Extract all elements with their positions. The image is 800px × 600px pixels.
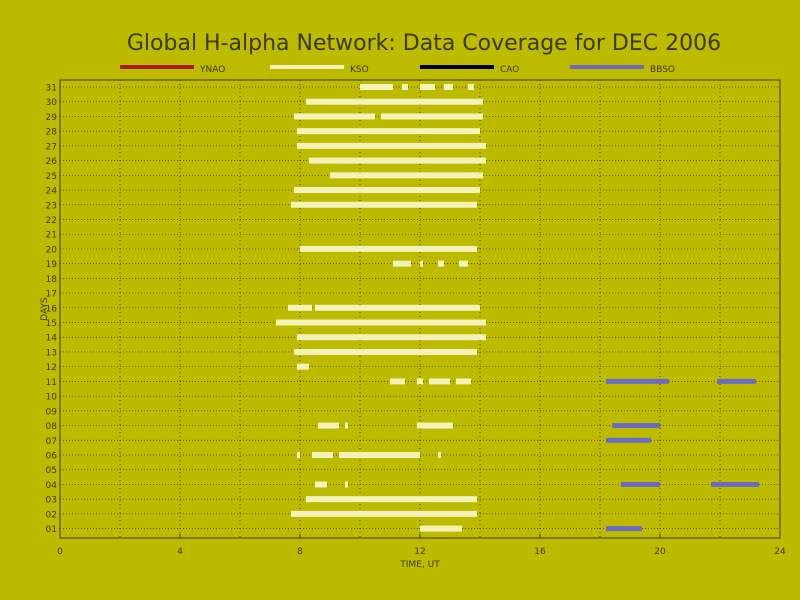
coverage-bar	[444, 84, 453, 90]
coverage-bar	[297, 452, 300, 458]
chart-title: Global H-alpha Network: Data Coverage fo…	[127, 31, 721, 56]
coverage-bar	[456, 378, 471, 385]
y-tick-label: 07	[46, 437, 57, 447]
x-tick-label: 0	[57, 547, 63, 557]
y-tick-label: 26	[46, 157, 58, 167]
grid	[60, 80, 780, 538]
legend-label: KSO	[350, 65, 369, 75]
y-tick-label: 05	[46, 466, 57, 476]
x-tick-label: 20	[654, 547, 666, 557]
y-tick-label: 13	[46, 348, 57, 358]
y-tick-label: 25	[46, 172, 57, 182]
y-tick-label: 28	[46, 128, 58, 138]
coverage-bar	[345, 422, 348, 429]
y-tick-label: 09	[46, 407, 58, 417]
coverage-bar	[297, 334, 486, 341]
y-tick-label: 11	[46, 378, 57, 388]
coverage-bar	[606, 437, 651, 443]
coverage-bar	[717, 378, 756, 384]
legend-label: BBSO	[650, 65, 675, 75]
y-tick-label: 27	[46, 142, 57, 152]
coverage-bar	[312, 452, 333, 458]
coverage-bar	[291, 510, 477, 517]
coverage-bar	[417, 378, 423, 385]
coverage-bar	[276, 319, 486, 326]
y-tick-label: 08	[46, 422, 58, 432]
coverage-bar	[291, 201, 477, 208]
y-tick-label: 31	[46, 84, 57, 94]
coverage-bar	[294, 187, 480, 194]
y-axis-label: DAYS	[40, 297, 50, 321]
coverage-bar	[318, 422, 339, 429]
y-tick-label: 24	[46, 187, 58, 197]
coverage-bar	[345, 481, 348, 488]
y-tick-label: 15	[46, 319, 57, 329]
coverage-bar	[438, 452, 441, 458]
coverage-bar	[429, 378, 450, 385]
coverage-bar	[339, 452, 420, 458]
coverage-bar	[711, 481, 759, 487]
y-tick-label: 22	[46, 216, 57, 226]
coverage-bar	[309, 157, 486, 164]
x-axis-label: TIME, UT	[399, 560, 440, 570]
coverage-bar	[606, 526, 642, 532]
y-tick-label: 20	[46, 245, 58, 255]
coverage-bar	[438, 260, 444, 267]
y-tick-label: 30	[46, 98, 58, 108]
y-tick-label: 23	[46, 201, 57, 211]
coverage-bar	[393, 260, 411, 267]
coverage-bar	[612, 423, 660, 429]
y-tick-label: 01	[46, 525, 57, 535]
coverage-bar	[468, 84, 474, 90]
x-tick-label: 8	[297, 547, 303, 557]
coverage-bar	[300, 245, 477, 252]
x-tick-labels: 0 4 8 12 16 20 24	[57, 534, 786, 557]
x-tick-label: 16	[534, 547, 546, 557]
y-tick-label: 04	[46, 481, 58, 491]
x-tick-label: 12	[414, 547, 425, 557]
y-tick-label: 03	[46, 496, 57, 506]
y-tick-labels: 01 02 03 04 05 06 07 08 09 10 11 12 13 14 15 16 17 18 19 20…	[46, 84, 58, 536]
coverage-bar	[606, 378, 669, 384]
x-tick-label: 4	[177, 547, 183, 557]
coverage-bar	[297, 128, 480, 135]
y-tick-label: 02	[46, 510, 57, 520]
coverage-bar	[315, 304, 480, 311]
coverage-bars	[276, 84, 759, 532]
y-tick-label: 12	[46, 363, 57, 373]
legend: YNAO KSO CAO BBSO	[120, 65, 675, 75]
coverage-bar	[420, 260, 423, 267]
legend-label: YNAO	[199, 65, 225, 75]
coverage-bar	[330, 172, 483, 179]
coverage-bar	[360, 84, 393, 90]
coverage-bar	[294, 113, 375, 120]
y-tick-label: 19	[46, 260, 58, 270]
coverage-bar	[381, 113, 483, 120]
coverage-bar	[297, 363, 309, 370]
y-tick-label: 21	[46, 231, 57, 241]
y-tick-label: 17	[46, 290, 57, 300]
coverage-bar	[420, 525, 462, 532]
coverage-bar	[294, 348, 477, 355]
coverage-bar	[315, 481, 327, 488]
y-tick-label: 16	[46, 304, 58, 314]
legend-label: CAO	[500, 65, 519, 75]
coverage-bar	[297, 142, 486, 149]
y-tick-label: 10	[46, 393, 58, 403]
coverage-bar	[402, 84, 408, 90]
x-tick-label: 24	[774, 547, 786, 557]
coverage-bar	[306, 496, 477, 503]
y-tick-label: 18	[46, 275, 58, 285]
y-tick-label: 29	[46, 113, 58, 123]
coverage-bar	[420, 84, 435, 90]
y-tick-label: 06	[46, 452, 58, 462]
coverage-bar	[459, 260, 468, 267]
coverage-bar	[621, 481, 660, 487]
y-tick-label: 14	[46, 334, 58, 344]
coverage-bar	[306, 98, 483, 105]
coverage-bar	[390, 378, 405, 385]
coverage-bar	[417, 422, 453, 429]
coverage-bar	[288, 304, 312, 311]
